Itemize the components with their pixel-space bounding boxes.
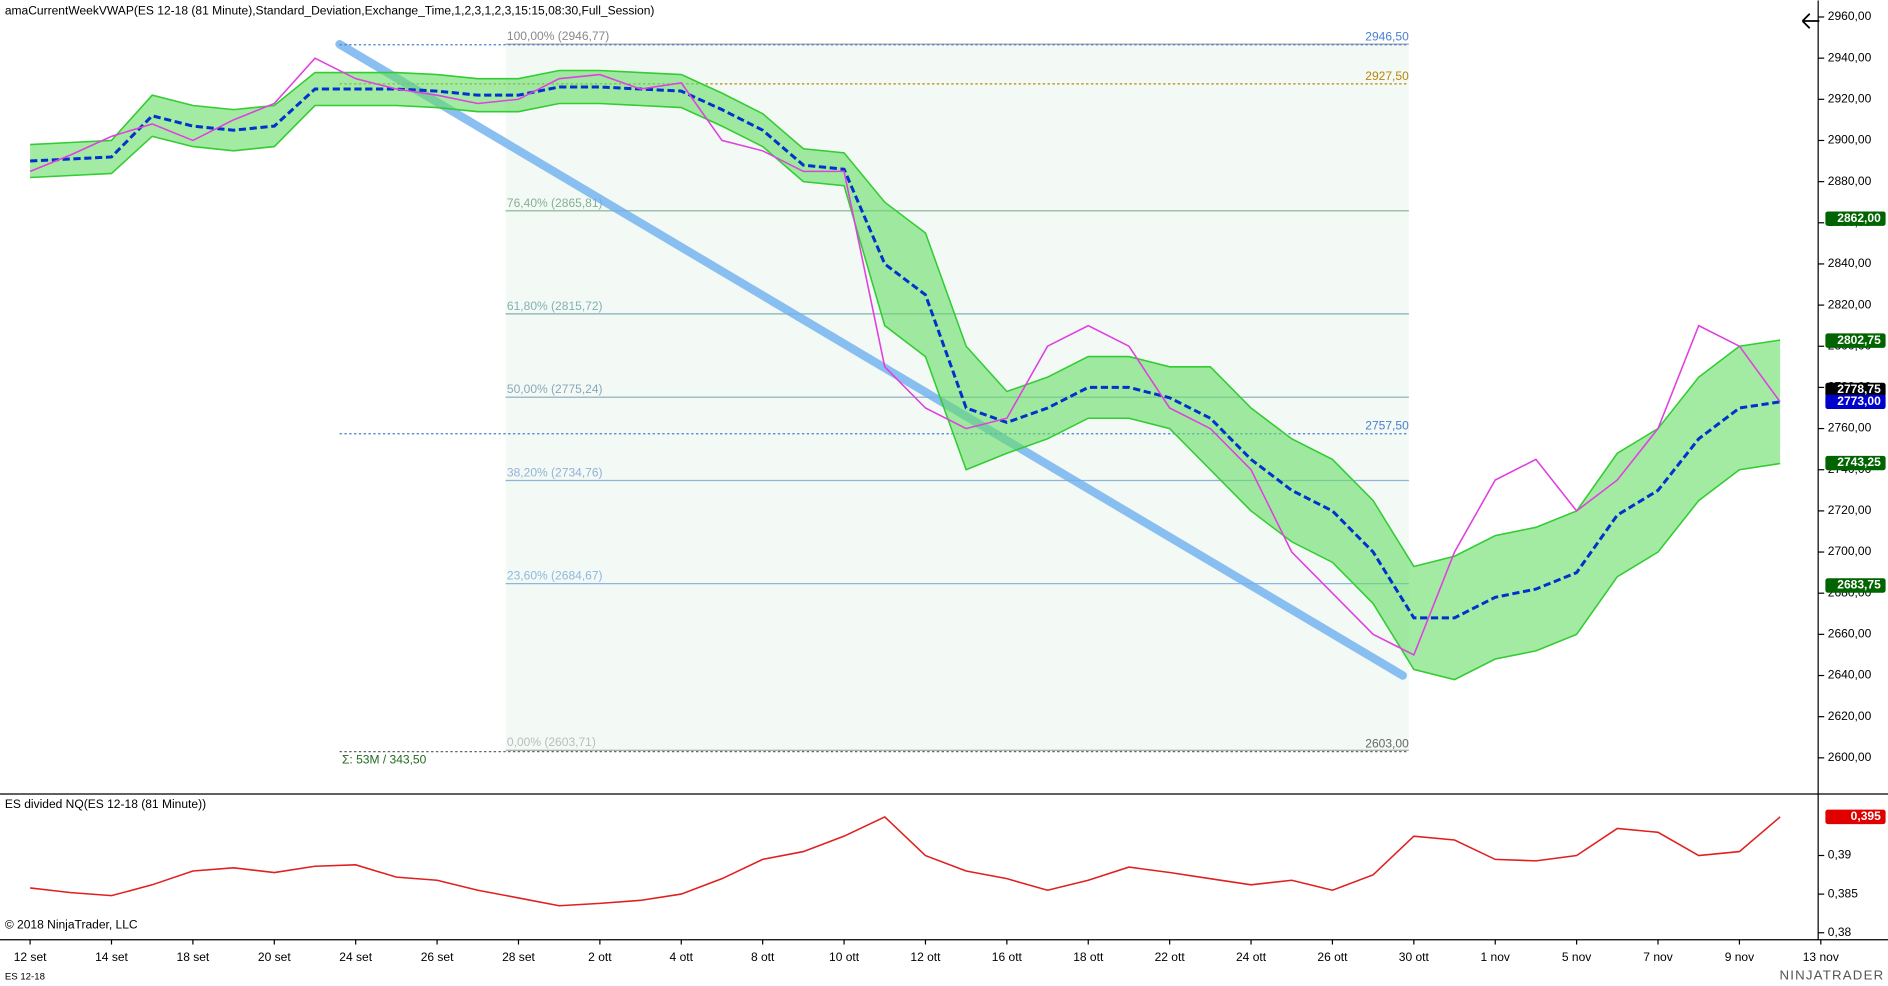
series-line (30, 815, 1781, 907)
y-tick-label: 2660,00 (1828, 627, 1872, 641)
fib-label: 100,00% (2946,77) (507, 29, 609, 43)
y-tick-label: 2840,00 (1828, 256, 1872, 270)
copyright: © 2018 NinjaTrader, LLC (5, 917, 138, 931)
x-tick-label: 10 ott (829, 950, 860, 964)
x-tick-label: 24 ott (1236, 950, 1267, 964)
price-badge-label: 2778,75 (1837, 382, 1881, 396)
price-badge (1825, 333, 1886, 348)
series-line (30, 69, 1781, 568)
price-level-label: 2757,50 (1365, 419, 1409, 433)
x-tick-label: 12 ott (910, 950, 941, 964)
x-tick-label: 28 set (502, 950, 535, 964)
series-line (30, 102, 1781, 681)
price-badge (1825, 394, 1886, 410)
indicator-title: ES divided NQ(ES 12-18 (81 Minute)) (5, 797, 206, 811)
price-badge (1825, 809, 1886, 825)
x-tick-label: 16 ott (992, 950, 1023, 964)
price-badge (1825, 578, 1886, 593)
price-level-label: 2946,50 (1365, 30, 1409, 44)
y-tick-label: 2960,00 (1828, 9, 1872, 23)
price-badge (1825, 382, 1886, 398)
y-tick-label: 2900,00 (1828, 133, 1872, 147)
trend-line (335, 40, 1407, 680)
series-line (30, 85, 1781, 620)
back-arrow[interactable] (1801, 13, 1820, 29)
y-tick-label: 2760,00 (1828, 421, 1872, 435)
x-tick-label: 22 ott (1155, 950, 1186, 964)
x-tick-label: 12 set (14, 950, 47, 964)
x-tick-label: 9 nov (1725, 950, 1754, 964)
x-tick-label: 14 set (95, 950, 128, 964)
y-tick-label: 2880,00 (1828, 174, 1872, 188)
price-badge (1825, 455, 1886, 471)
y-tick-label: 2700,00 (1828, 544, 1872, 558)
price-badge-label: 2773,00 (1837, 394, 1881, 408)
y-tick-label: 2820,00 (1828, 297, 1872, 311)
y-tick-label: 2940,00 (1828, 50, 1872, 64)
y-tick-label: 2920,00 (1828, 91, 1872, 105)
x-tick-label: 5 nov (1562, 950, 1591, 964)
x-tick-label: 18 ott (1073, 950, 1104, 964)
instrument: ES 12-18 (5, 972, 45, 983)
y-tick-label: 0,39 (1828, 848, 1852, 862)
series-line (29, 57, 1781, 657)
x-tick-label: 30 ott (1399, 950, 1430, 964)
price-badge (1825, 211, 1886, 226)
x-tick-label: 13 nov (1803, 950, 1839, 964)
x-tick-label: 2 ott (588, 950, 612, 964)
x-tick-label: 26 set (421, 950, 454, 964)
band-area (30, 70, 1781, 680)
price-badge-label: 2862,00 (1837, 211, 1881, 225)
y-tick-label: 0,38 (1828, 925, 1852, 939)
y-tick-label: 2720,00 (1828, 503, 1872, 517)
x-tick-label: 20 set (258, 950, 291, 964)
x-tick-label: 24 set (339, 950, 372, 964)
chart-title: amaCurrentWeekVWAP(ES 12-18 (81 Minute),… (5, 4, 655, 18)
x-tick-label: 18 set (177, 950, 210, 964)
y-tick-label: 2640,00 (1828, 668, 1872, 682)
y-tick-label: 2600,00 (1828, 750, 1872, 764)
x-tick-label: 8 ott (751, 950, 775, 964)
price-badge-label: 2683,75 (1837, 578, 1881, 592)
y-tick-label: 0,385 (1828, 886, 1858, 900)
x-tick-label: 1 nov (1481, 950, 1510, 964)
price-badge-label: 2743,25 (1837, 455, 1881, 469)
price-level-label: 2603,00 (1365, 737, 1409, 751)
volume-summary: Σ: 53M / 343,50 (342, 752, 427, 766)
brand: NINJATRADER (1779, 967, 1884, 982)
y-tick-label: 2620,00 (1828, 709, 1872, 723)
price-level-label: 2927,50 (1365, 69, 1409, 83)
price-badge-label: 0,395 (1851, 809, 1881, 823)
price-badge-label: 2802,75 (1837, 333, 1881, 347)
x-tick-label: 7 nov (1643, 950, 1672, 964)
x-tick-label: 4 ott (670, 950, 694, 964)
x-tick-label: 26 ott (1317, 950, 1348, 964)
